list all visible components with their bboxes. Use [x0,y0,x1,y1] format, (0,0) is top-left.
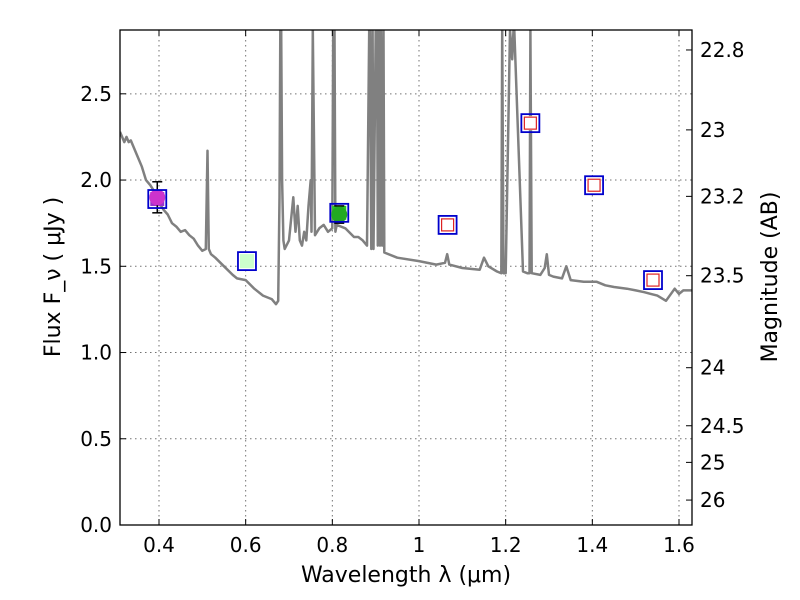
x-axis-label: Wavelength λ (μm) [301,563,511,588]
y-tick-label: 1.5 [80,254,112,278]
band-fill-marker [440,217,455,232]
tick-layer: 0.4 0.6 0.8 1 1.2 1.4 1.6 0.0 0.5 1.0 1.5 2.0 2.5 22.… [80,30,745,557]
y2-tick-label: 22.8 [700,38,745,62]
y2-tick-label: 26 [700,488,725,512]
model-band-marker [147,189,168,209]
sed-model-line [120,30,692,306]
y2-tick-label: 23 [700,118,725,142]
model-band-marker [437,214,458,235]
limit-marker [523,116,537,130]
y-tick-label: 0.0 [80,513,112,537]
x-tick-label: 1.2 [490,533,522,557]
band-fill-marker [239,254,254,269]
x-tick-label: 0.4 [143,533,175,557]
x-tick-label: 1 [413,533,426,557]
x-tick-label: 1.6 [663,533,695,557]
y-tick-label: 2.5 [80,82,112,106]
limit-marker [587,178,601,192]
x-tick-label: 0.8 [316,533,348,557]
band-fill-marker [587,178,602,193]
y-tick-label: 1.0 [80,341,112,365]
model-band-marker [237,251,257,272]
y-tick-label: 0.5 [80,427,112,451]
y2-tick-label: 23.2 [700,184,745,208]
y2-axis-label: Magnitude (AB) [758,192,783,363]
observed-point [331,206,348,223]
x-tick-label: 0.6 [230,533,262,557]
plot-frame [119,29,693,526]
marker-layer [147,113,663,290]
model-band-marker [584,175,604,196]
y2-tick-label: 24.5 [700,414,745,438]
model-band-marker [520,113,541,134]
x-tick-label: 1.4 [576,533,608,557]
grid-layer [120,30,692,526]
limit-marker [646,273,660,287]
y2-tick-label: 23.5 [700,264,745,288]
observed-point [149,189,166,206]
band-fill-marker [646,273,660,288]
model-band-marker [643,270,663,290]
model-layer [120,30,692,306]
band-fill-marker [523,116,538,131]
y2-tick-label: 24 [700,356,725,380]
y-axis-label: Flux F_ν ( μJy ) [41,197,66,357]
y2-tick-label: 25 [700,450,725,474]
y-tick-label: 2.0 [80,168,112,192]
model-band-marker [329,202,350,223]
limit-marker [441,218,455,232]
